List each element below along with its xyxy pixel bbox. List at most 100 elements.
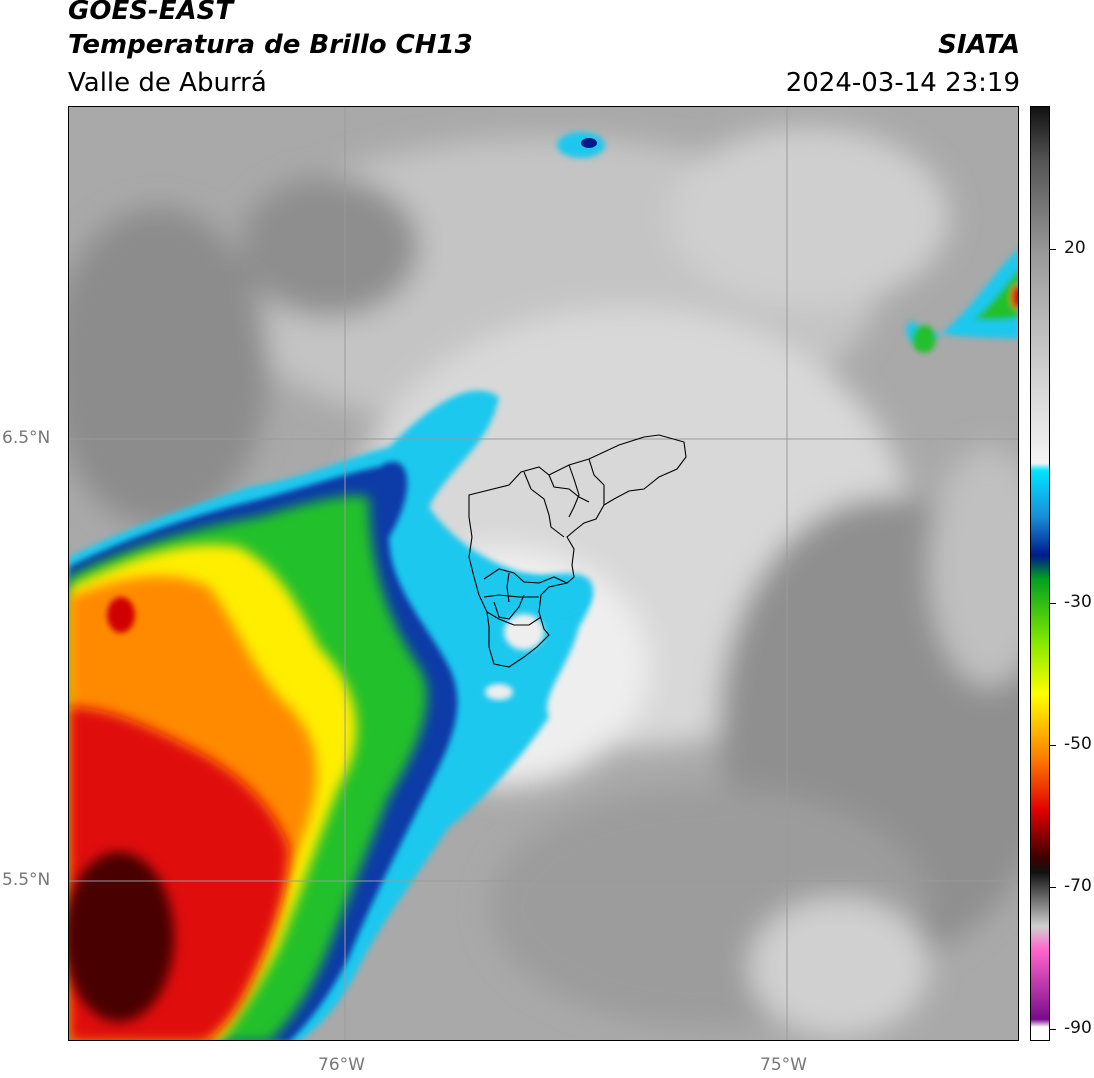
colorbar-segment [1031, 1015, 1049, 1017]
colorbar-segment [1031, 861, 1049, 863]
colorbar-segment [1031, 116, 1049, 118]
colorbar-segment [1031, 240, 1049, 242]
colorbar-segment [1031, 991, 1049, 993]
colorbar-segment [1031, 512, 1049, 514]
colorbar-segment [1031, 391, 1049, 393]
colorbar-segment [1031, 806, 1049, 808]
colorbar-segment [1031, 977, 1049, 979]
colorbar-segment [1031, 115, 1049, 117]
colorbar-segment [1031, 653, 1049, 655]
colorbar-segment [1031, 921, 1049, 923]
colorbar-segment [1031, 809, 1049, 811]
colorbar-segment [1031, 280, 1049, 282]
colorbar-segment [1031, 169, 1049, 171]
colorbar-segment [1031, 190, 1049, 192]
colorbar-segment [1031, 980, 1049, 982]
colorbar-segment [1031, 896, 1049, 898]
light-patch [504, 614, 544, 650]
colorbar-segment [1031, 691, 1049, 693]
colorbar-segment [1031, 815, 1049, 817]
colorbar-segment [1031, 148, 1049, 150]
boundary-inner-8 [506, 572, 510, 603]
colorbar-segment [1031, 234, 1049, 236]
colorbar-segment [1031, 732, 1049, 734]
colorbar-segment [1031, 206, 1049, 208]
colorbar-segment [1031, 649, 1049, 651]
colorbar-segment [1031, 654, 1049, 656]
colorbar-segment [1031, 887, 1049, 889]
colorbar-segment [1031, 176, 1049, 178]
colorbar-segment [1031, 826, 1049, 828]
colorbar-segment [1031, 306, 1049, 308]
colorbar-segment [1031, 688, 1049, 690]
colorbar-segment [1031, 202, 1049, 204]
colorbar-segment [1031, 387, 1049, 389]
colorbar-segment [1031, 718, 1049, 720]
colorbar-segment [1031, 274, 1049, 276]
colorbar-segment [1031, 760, 1049, 762]
colorbar-segment [1031, 770, 1049, 772]
colorbar-segment [1031, 186, 1049, 188]
colorbar-segment [1031, 313, 1049, 315]
colorbar-segment [1031, 514, 1049, 516]
colorbar-segment [1031, 832, 1049, 834]
colorbar-tick-label-minus50: -50 [1064, 734, 1092, 754]
colorbar-segment [1031, 353, 1049, 355]
colorbar-segment [1031, 522, 1049, 524]
colorbar-segment [1031, 252, 1049, 254]
colorbar-segment [1031, 964, 1049, 966]
colorbar-segment [1031, 682, 1049, 684]
colorbar-segment [1031, 249, 1049, 251]
colorbar-segment [1031, 652, 1049, 654]
colorbar-segment [1031, 908, 1049, 910]
colorbar-segment [1031, 281, 1049, 283]
colorbar-segment [1031, 789, 1049, 791]
colorbar-segment [1031, 350, 1049, 352]
colorbar-segment [1031, 521, 1049, 523]
colorbar-segment [1031, 871, 1049, 873]
colorbar-segment [1031, 180, 1049, 182]
colorbar-segment [1031, 568, 1049, 570]
colorbar-segment [1031, 840, 1049, 842]
colorbar-segment [1031, 351, 1049, 353]
light-patch-2 [485, 684, 513, 700]
colorbar-segment [1031, 293, 1049, 295]
colorbar-segment [1031, 197, 1049, 199]
colorbar-segment [1031, 316, 1049, 318]
colorbar-segment [1031, 217, 1049, 219]
colorbar-segment [1031, 369, 1049, 371]
lat-label-6-5: 6.5°N [2, 428, 51, 448]
colorbar-segment [1031, 799, 1049, 801]
colorbar-segment [1031, 345, 1049, 347]
colorbar-segment [1031, 567, 1049, 569]
colorbar-segment [1031, 860, 1049, 862]
colorbar-segment [1031, 952, 1049, 954]
colorbar-segment [1031, 210, 1049, 212]
colorbar-segment [1031, 913, 1049, 915]
colorbar-segment [1031, 785, 1049, 787]
colorbar-segment [1031, 677, 1049, 679]
colorbar-segment [1031, 609, 1049, 611]
colorbar-segment [1031, 598, 1049, 600]
colorbar-segment [1031, 709, 1049, 711]
colorbar-segment [1031, 126, 1049, 128]
colorbar-segment [1031, 634, 1049, 636]
colorbar-segment [1031, 163, 1049, 165]
colorbar-segment [1031, 837, 1049, 839]
colorbar-segment [1031, 375, 1049, 377]
colorbar-segment [1031, 443, 1049, 445]
colorbar-segment [1031, 624, 1049, 626]
colorbar-segment [1031, 136, 1049, 138]
colorbar-segment [1031, 856, 1049, 858]
satellite-map[interactable] [68, 106, 1019, 1041]
colorbar-segment [1031, 113, 1049, 115]
colorbar-segment [1031, 1037, 1049, 1039]
colorbar-segment [1031, 385, 1049, 387]
colorbar-segment [1031, 1003, 1049, 1005]
colorbar-segment [1031, 428, 1049, 430]
lat-label-5-5: 5.5°N [2, 870, 51, 890]
colorbar-segment [1031, 804, 1049, 806]
colorbar-segment [1031, 992, 1049, 994]
colorbar-segment [1031, 162, 1049, 164]
colorbar-segment [1031, 476, 1049, 478]
